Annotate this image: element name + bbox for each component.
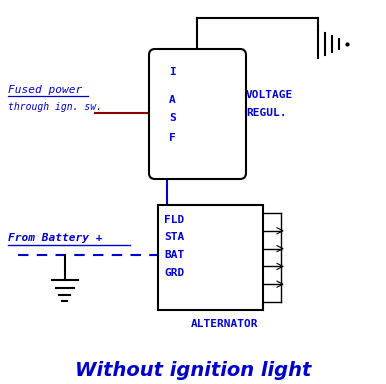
Text: A: A (169, 95, 176, 105)
Text: STA: STA (164, 232, 184, 242)
Text: REGUL.: REGUL. (246, 108, 286, 118)
Text: GRD: GRD (164, 268, 184, 278)
Text: Without ignition light: Without ignition light (75, 361, 311, 379)
Text: Fused power: Fused power (8, 85, 82, 95)
FancyBboxPatch shape (149, 49, 246, 179)
Text: ALTERNATOR: ALTERNATOR (191, 319, 258, 329)
Bar (158, 205, 263, 310)
Text: S: S (169, 113, 176, 123)
Text: F: F (169, 133, 176, 143)
Text: BAT: BAT (164, 250, 184, 260)
Text: FLD: FLD (164, 215, 184, 225)
Text: through ign. sw.: through ign. sw. (8, 102, 102, 112)
Text: From Battery +: From Battery + (8, 233, 109, 243)
Text: VOLTAGE: VOLTAGE (246, 90, 293, 100)
Text: I: I (169, 67, 176, 77)
